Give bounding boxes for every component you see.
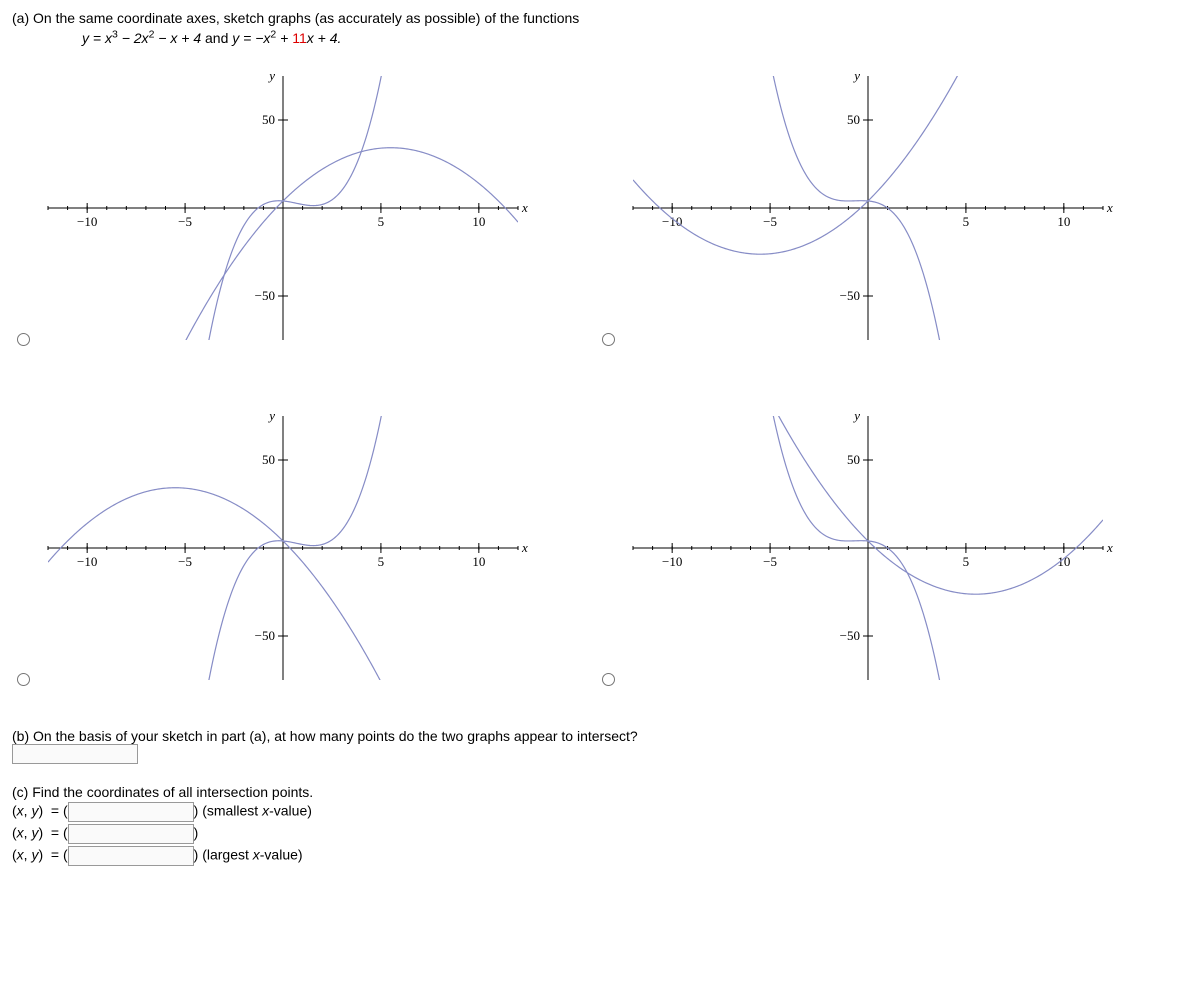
intersection-row: (x, y) = () (smallest x-value): [12, 802, 1170, 822]
svg-text:x: x: [521, 200, 528, 215]
svg-text:−5: −5: [178, 554, 192, 569]
radio-option-d[interactable]: [602, 673, 615, 686]
svg-text:10: 10: [472, 214, 485, 229]
chart-option-c: −10 −5 5 10 50 −50 y x: [12, 398, 567, 698]
intersection-input-1[interactable]: [68, 824, 194, 844]
svg-text:5: 5: [378, 214, 385, 229]
chart-b: −10 −5 5 10 50 −50 y x: [623, 58, 1123, 358]
svg-text:50: 50: [847, 112, 860, 127]
svg-text:y: y: [267, 408, 275, 423]
svg-text:−10: −10: [77, 554, 97, 569]
svg-text:50: 50: [262, 452, 275, 467]
intersection-input-2[interactable]: [68, 846, 194, 866]
part-c: (c) Find the coordinates of all intersec…: [12, 784, 1170, 866]
eq1-mid1: − 2x: [118, 30, 149, 46]
svg-text:−5: −5: [763, 214, 777, 229]
svg-text:−50: −50: [255, 288, 275, 303]
chart-d: −10−551050−50yx: [623, 398, 1123, 698]
chart-option-a: −10 −5 5 10 50 −50 y x: [12, 58, 567, 358]
xy-equals-open: (x, y) = (: [12, 847, 68, 863]
part-a-intro: (a) On the same coordinate axes, sketch …: [12, 10, 1170, 26]
svg-text:−50: −50: [840, 628, 860, 643]
svg-text:−50: −50: [255, 628, 275, 643]
chart-c: −10 −5 5 10 50 −50 y x: [38, 398, 538, 698]
xy-note: (smallest x-value): [202, 803, 312, 819]
svg-text:y: y: [267, 68, 275, 83]
svg-text:5: 5: [378, 554, 385, 569]
xy-note: (largest x-value): [202, 847, 302, 863]
xy-close: ): [194, 847, 203, 863]
svg-text:10: 10: [472, 554, 485, 569]
eq-and: and: [205, 30, 232, 46]
eq2-mid1: +: [276, 30, 292, 46]
intersection-row: (x, y) = (): [12, 824, 1170, 844]
svg-text:5: 5: [963, 214, 970, 229]
svg-text:y: y: [852, 408, 860, 423]
chart-option-b: −10 −5 5 10 50 −50 y x: [597, 58, 1152, 358]
svg-text:50: 50: [262, 112, 275, 127]
part-b-text: (b) On the basis of your sketch in part …: [12, 728, 1170, 744]
part-b: (b) On the basis of your sketch in part …: [12, 728, 1170, 764]
xy-close: ): [194, 803, 203, 819]
xy-equals-open: (x, y) = (: [12, 803, 68, 819]
svg-text:x: x: [1106, 540, 1113, 555]
svg-text:−50: −50: [840, 288, 860, 303]
svg-text:x: x: [1106, 200, 1113, 215]
svg-text:50: 50: [847, 452, 860, 467]
eq2-tail: x + 4.: [307, 30, 342, 46]
xy-close: ): [194, 825, 199, 841]
eq2-pre: y = −x: [232, 30, 270, 46]
svg-text:x: x: [521, 540, 528, 555]
svg-text:−10: −10: [662, 554, 682, 569]
part-b-input[interactable]: [12, 744, 138, 764]
svg-text:−5: −5: [178, 214, 192, 229]
intersection-input-0[interactable]: [68, 802, 194, 822]
svg-text:−5: −5: [763, 554, 777, 569]
chart-a: −10 −5 5 10 50 −50 y x: [38, 58, 538, 358]
radio-option-c[interactable]: [17, 673, 30, 686]
radio-option-a[interactable]: [17, 333, 30, 346]
part-c-header: (c) Find the coordinates of all intersec…: [12, 784, 1170, 800]
xy-equals-open: (x, y) = (: [12, 825, 68, 841]
svg-text:y: y: [852, 68, 860, 83]
svg-text:−10: −10: [77, 214, 97, 229]
eq2-red: 11: [292, 30, 307, 46]
eq1-mid2: − x + 4: [154, 30, 201, 46]
eq1-y: y = x: [82, 30, 112, 46]
svg-text:5: 5: [963, 554, 970, 569]
chart-option-d: −10−551050−50yx: [597, 398, 1152, 698]
charts-grid: −10 −5 5 10 50 −50 y x −10 −5 5 10 50 −50 y x −10 −5 5 10…: [12, 58, 1152, 698]
svg-text:−10: −10: [662, 214, 682, 229]
equation-line: y = x3 − 2x2 − x + 4 and y = −x2 + 11x +…: [82, 30, 1170, 46]
intersection-row: (x, y) = () (largest x-value): [12, 846, 1170, 866]
svg-text:10: 10: [1057, 214, 1070, 229]
radio-option-b[interactable]: [602, 333, 615, 346]
